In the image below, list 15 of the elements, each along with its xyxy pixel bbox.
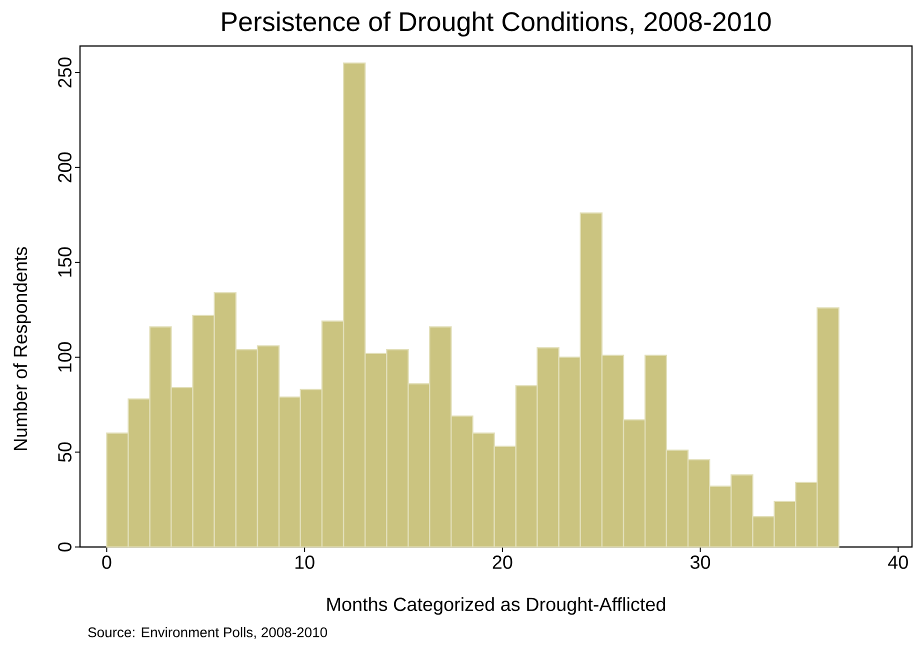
y-tick-label: 50	[58, 442, 72, 462]
y-tick-label: 0	[58, 542, 72, 552]
y-axis-title: Number of Respondents	[13, 247, 31, 450]
x-tick-label: 0	[102, 556, 112, 569]
x-tick-label: 10	[295, 556, 314, 569]
x-tick-label: 20	[492, 556, 512, 569]
y-tick-label: 100	[58, 342, 72, 372]
chart-title: Persistence of Drought Conditions, 2008-2010	[222, 11, 771, 37]
source-note: Source: Environment Polls, 2008-2010	[88, 627, 328, 639]
x-tick-label: 30	[690, 556, 710, 569]
x-axis-title: Months Categorized as Drought-Afflicted	[327, 597, 666, 615]
y-tick-label: 150	[58, 247, 72, 277]
x-tick-label: 40	[888, 556, 908, 569]
y-tick-label: 250	[58, 58, 72, 88]
y-tick-label: 200	[58, 152, 72, 182]
